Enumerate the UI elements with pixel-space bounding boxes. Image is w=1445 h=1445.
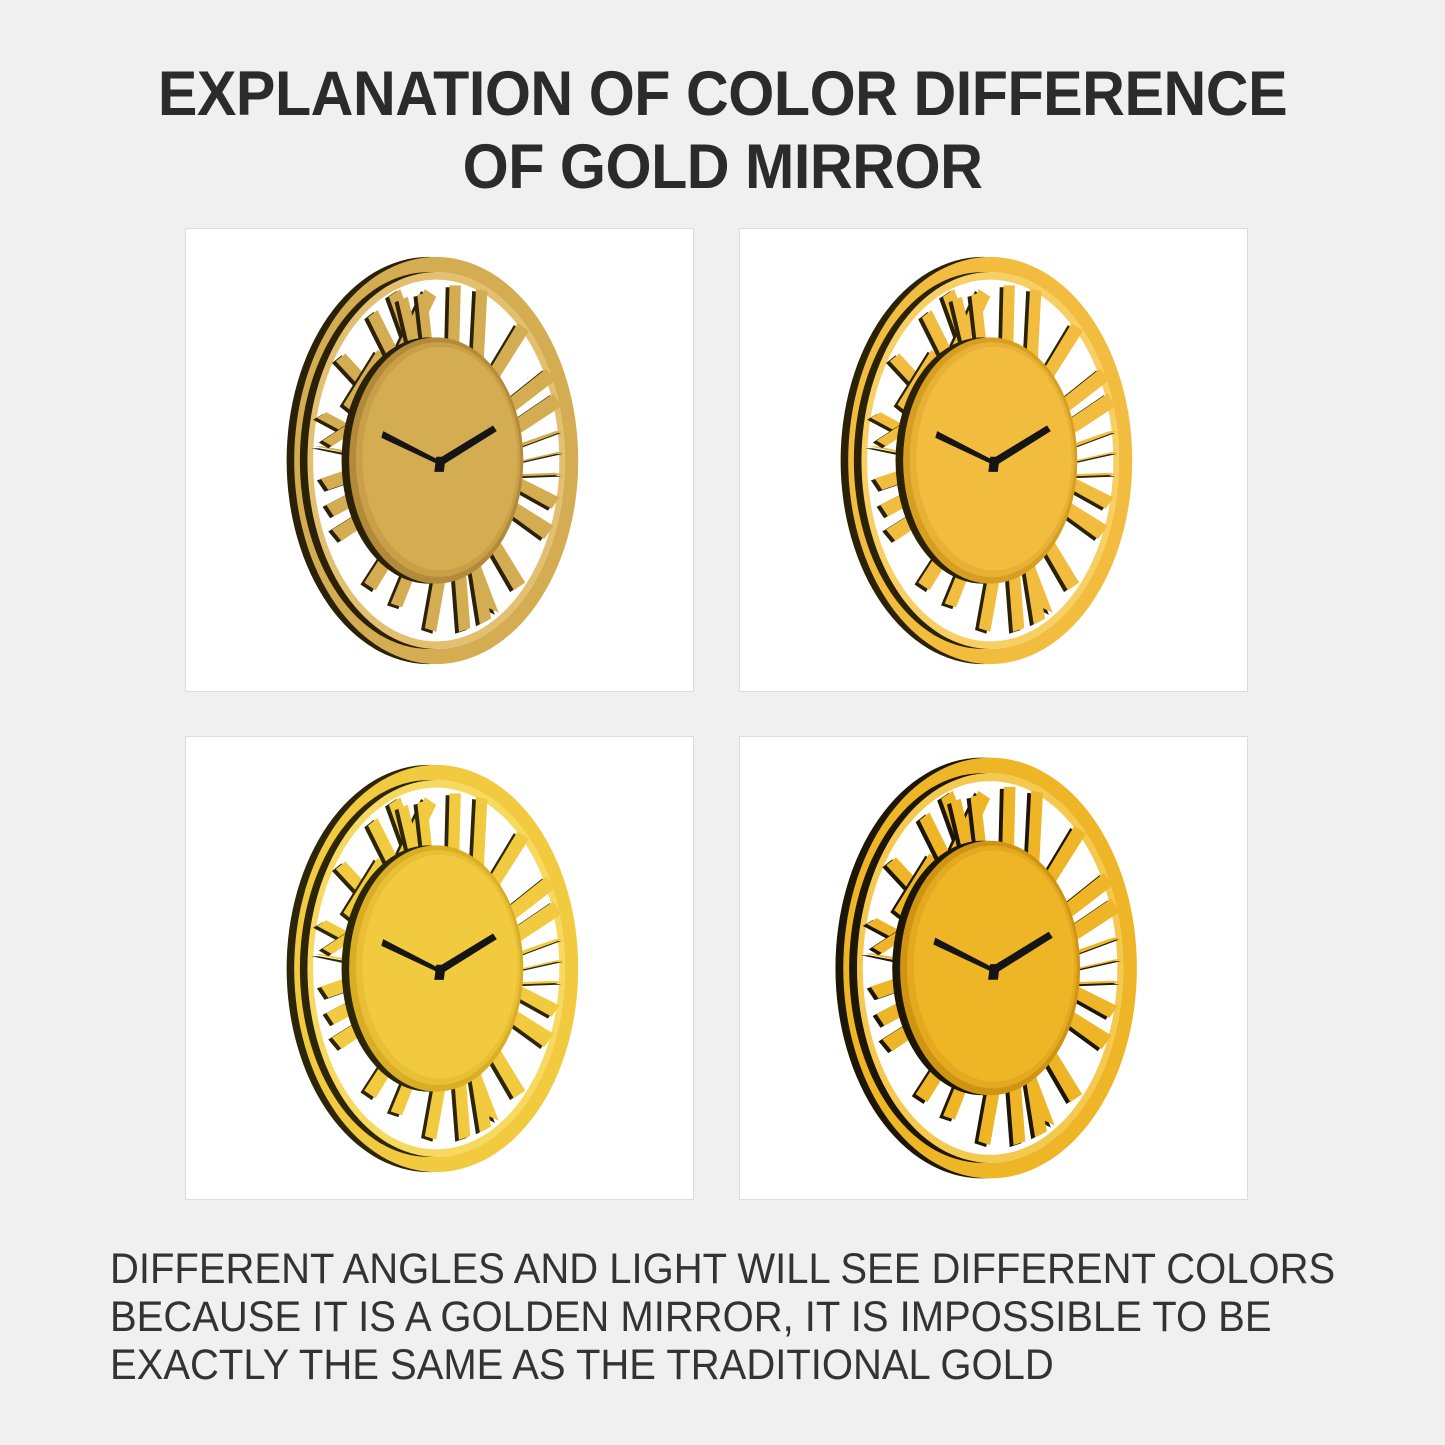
wall-clock-illustration: [814, 238, 1174, 683]
caption-line-2: BECAUSE IT IS A GOLDEN MIRROR, IT IS IMP…: [110, 1293, 1272, 1341]
caption-line-3: EXACTLY THE SAME AS THE TRADITIONAL GOLD: [110, 1341, 1054, 1389]
product-image-panel-bottom-right[interactable]: [739, 736, 1248, 1200]
wall-clock-illustration: [260, 238, 620, 683]
product-image-panel-top-right[interactable]: [739, 228, 1248, 692]
page-title-line-2: OF GOLD MIRROR: [462, 132, 983, 202]
wall-clock-illustration: [260, 746, 620, 1191]
page-title-line-1: EXPLANATION OF COLOR DIFFERENCE: [157, 59, 1288, 129]
product-image-panel-top-left[interactable]: [185, 228, 694, 692]
product-image-grid: [185, 228, 1248, 1200]
caption: DIFFERENT ANGLES AND LIGHT WILL SEE DIFF…: [110, 1245, 1370, 1389]
product-image-panel-bottom-left[interactable]: [185, 736, 694, 1200]
page-title: EXPLANATION OF COLOR DIFFERENCE OF GOLD …: [0, 58, 1445, 204]
wall-clock-illustration: [808, 738, 1180, 1198]
caption-line-1: DIFFERENT ANGLES AND LIGHT WILL SEE DIFF…: [110, 1245, 1336, 1293]
